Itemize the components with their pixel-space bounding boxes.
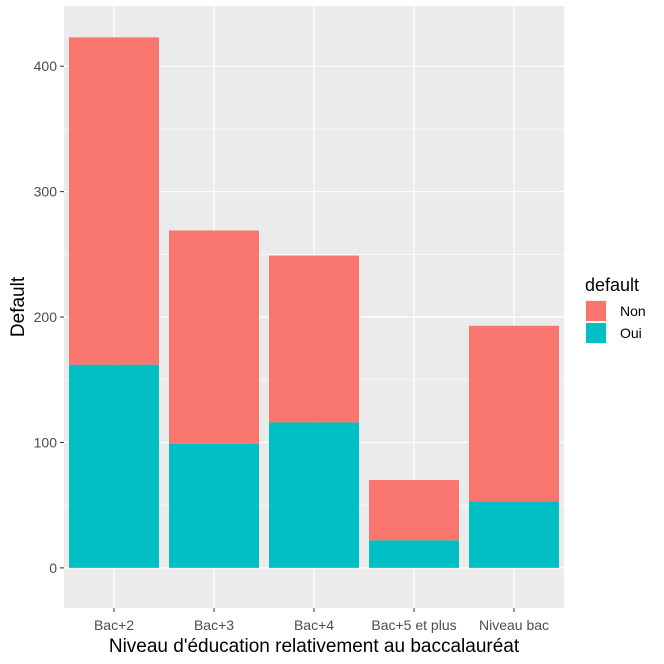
bar-oui-1 — [169, 443, 259, 568]
y-tick-label: 300 — [34, 184, 58, 200]
bar-oui-4 — [469, 501, 559, 568]
y-tick-label: 0 — [49, 560, 57, 576]
y-tick-label: 400 — [34, 58, 58, 74]
legend-swatch-oui — [586, 323, 606, 343]
bar-non-2 — [269, 255, 359, 423]
legend-title: default — [585, 275, 639, 295]
bar-oui-2 — [269, 422, 359, 568]
x-tick-label: Niveau bac — [479, 617, 549, 633]
y-tick-label: 100 — [34, 434, 58, 450]
bar-oui-0 — [69, 364, 159, 568]
bar-non-0 — [69, 37, 159, 365]
x-axis: Bac+2 Bac+3 Bac+4 Bac+5 et plus Niveau bac — [94, 608, 549, 633]
bar-non-4 — [469, 325, 559, 502]
y-tick-label: 200 — [34, 309, 58, 325]
legend: default Non Oui — [585, 275, 646, 344]
legend-label-non: Non — [620, 303, 646, 319]
x-tick-label: Bac+2 — [94, 617, 134, 633]
bar-oui-3 — [369, 540, 459, 568]
x-tick-label: Bac+3 — [194, 617, 234, 633]
x-tick-label: Bac+5 et plus — [371, 617, 456, 633]
y-axis-title: Default — [8, 276, 29, 337]
x-axis-title: Niveau d'éducation relativement au bacca… — [109, 636, 520, 657]
y-axis: 0 100 200 300 400 — [34, 58, 64, 576]
bar-non-3 — [369, 480, 459, 541]
legend-label-oui: Oui — [620, 325, 642, 341]
x-tick-label: Bac+4 — [294, 617, 334, 633]
legend-swatch-non — [586, 301, 606, 321]
bar-non-1 — [169, 230, 259, 444]
bars — [69, 37, 559, 568]
